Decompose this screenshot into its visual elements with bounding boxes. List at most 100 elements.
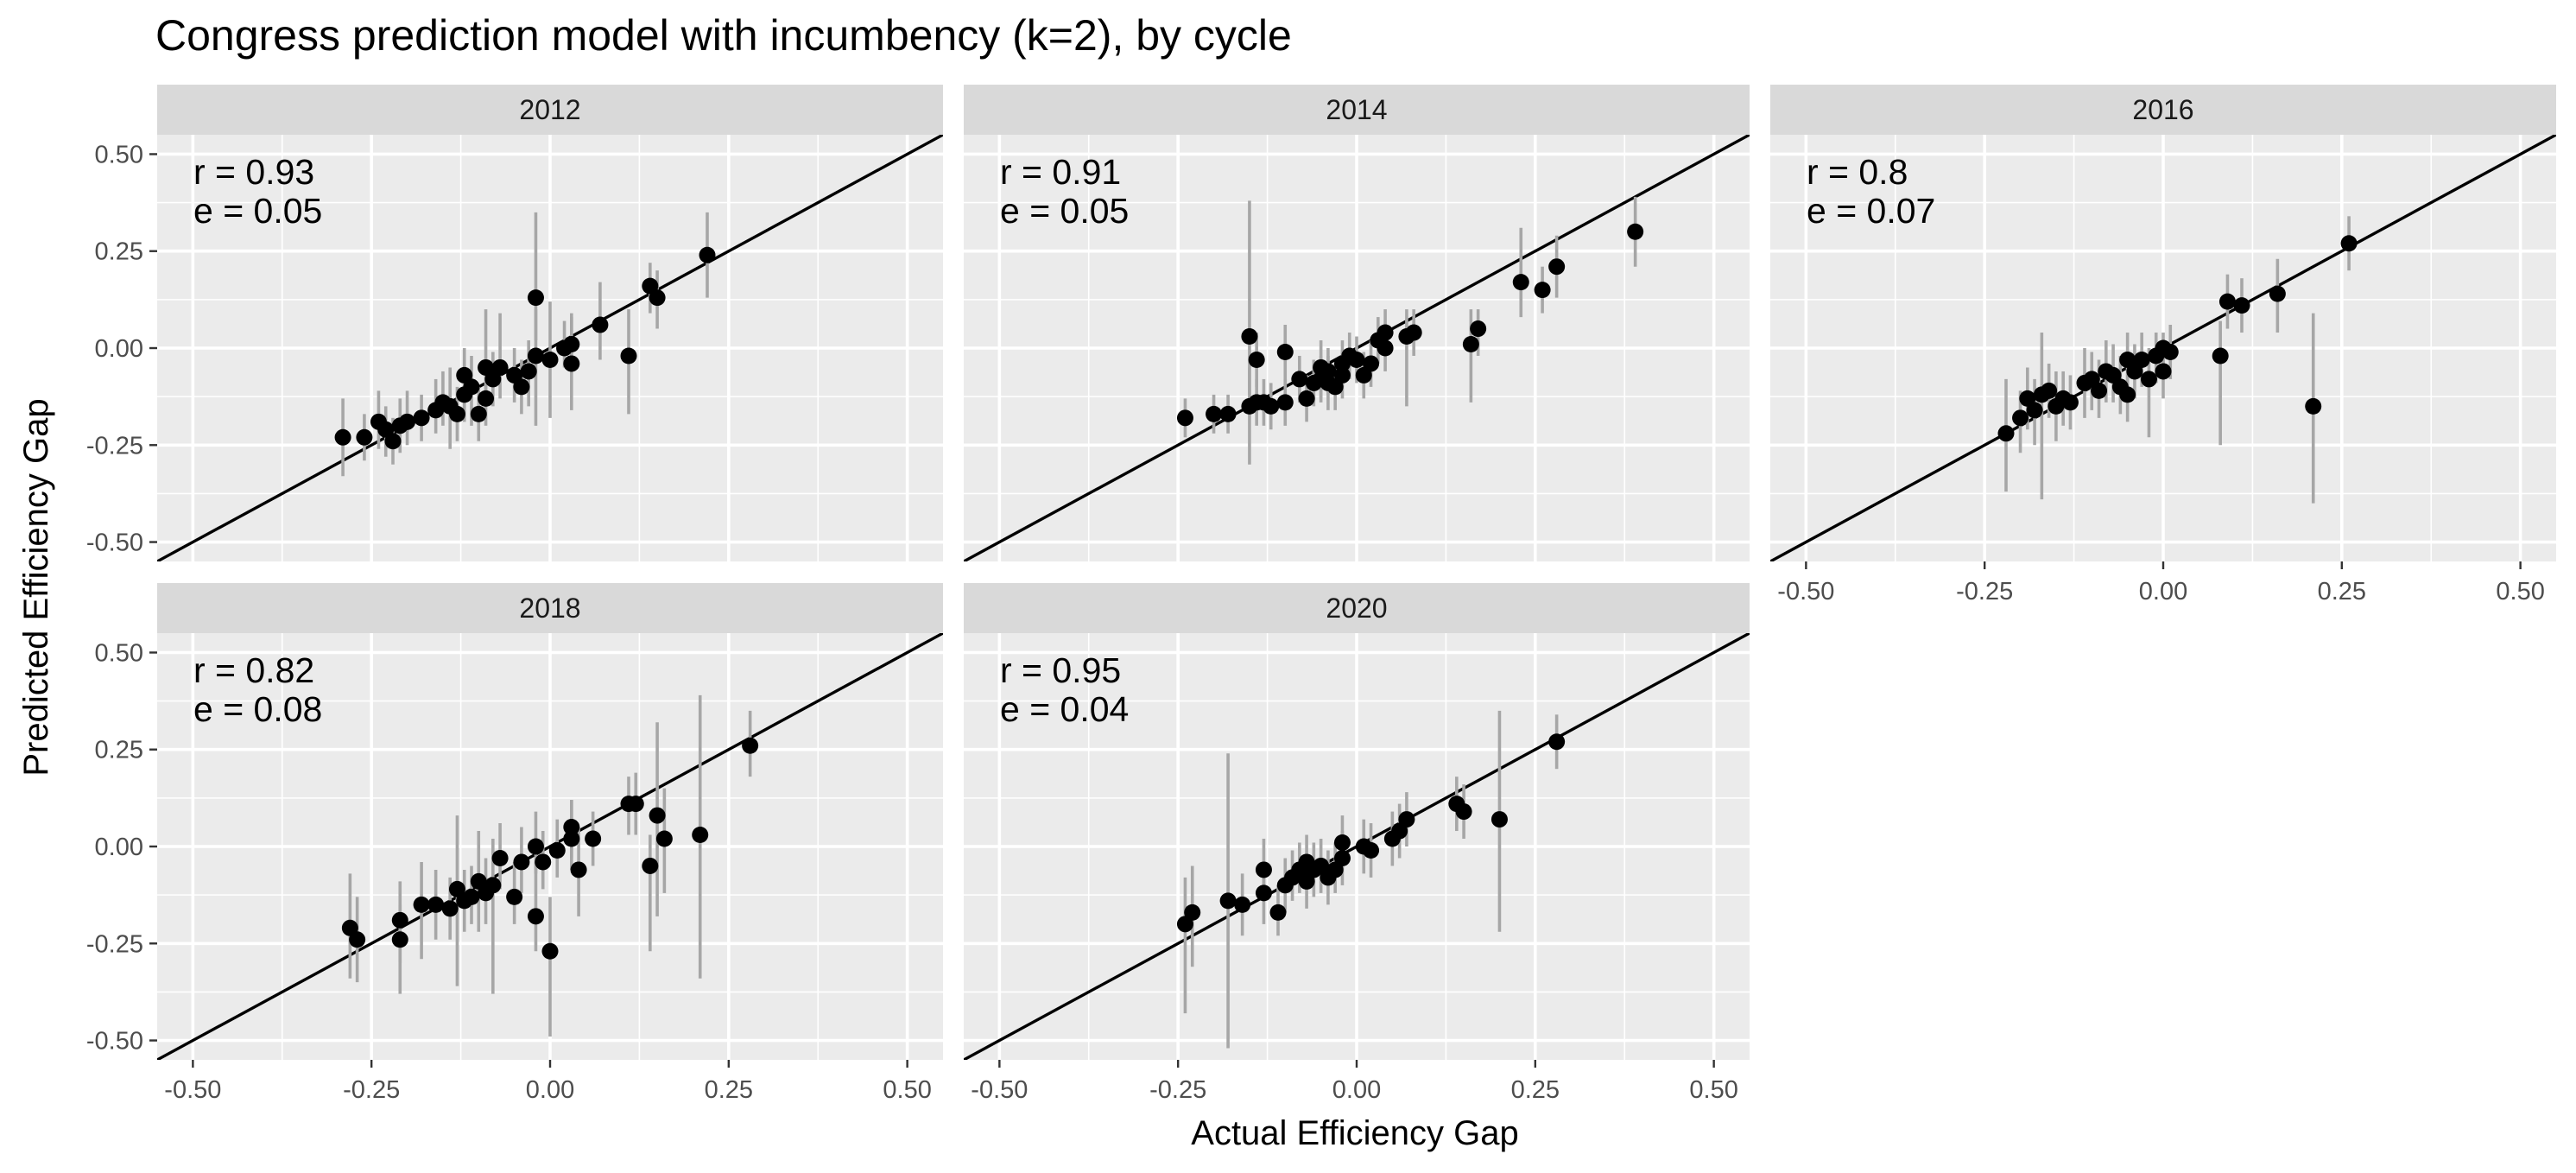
data-point — [620, 347, 637, 365]
facet-strip — [1770, 85, 2556, 135]
data-point — [1455, 803, 1472, 821]
e-annotation: e = 0.07 — [1807, 191, 1935, 231]
x-tick-label: 0.50 — [2496, 578, 2544, 606]
facet-panel-2018: 2018 r = 0.82e = 0.08 -0.50 -0.25 0.00 0.25 0.… — [86, 583, 943, 1104]
data-point — [527, 838, 544, 855]
data-point — [491, 849, 509, 866]
data-point — [649, 289, 666, 307]
x-tick-label: 0.50 — [1689, 1076, 1737, 1104]
data-point — [1333, 849, 1351, 866]
data-point — [2026, 402, 2043, 419]
y-tick-label: 0.00 — [95, 834, 143, 861]
data-point — [1627, 223, 1644, 240]
data-point — [1298, 390, 1315, 407]
y-tick-label: 0.00 — [95, 335, 143, 363]
data-point — [1377, 324, 1394, 341]
data-point — [1219, 405, 1237, 422]
data-point — [1333, 834, 1351, 852]
e-annotation: e = 0.05 — [193, 191, 322, 231]
data-point — [506, 888, 523, 905]
data-point — [585, 830, 602, 847]
data-point — [1219, 892, 1237, 910]
data-point — [2133, 351, 2150, 368]
y-tick-label: 0.25 — [95, 737, 143, 764]
data-point — [1348, 351, 1365, 368]
data-point — [2091, 382, 2108, 399]
data-point — [655, 830, 673, 847]
data-point — [1206, 405, 1223, 422]
data-point — [1255, 861, 1272, 878]
x-tick-label: 0.00 — [526, 1076, 574, 1104]
facet-strip-label: 2012 — [519, 94, 580, 125]
data-point — [1462, 336, 1479, 353]
data-point — [1491, 811, 1508, 828]
data-point — [1333, 366, 1351, 384]
data-point — [1184, 904, 1201, 921]
data-point — [2041, 382, 2058, 399]
data-point — [699, 246, 716, 263]
data-point — [592, 316, 609, 333]
data-point — [1248, 351, 1265, 368]
data-point — [1512, 274, 1529, 291]
r-annotation: r = 0.8 — [1807, 152, 1908, 192]
data-point — [692, 827, 709, 844]
data-point — [2233, 297, 2250, 314]
data-point — [1291, 371, 1308, 388]
y-tick-label: 0.50 — [95, 639, 143, 667]
data-point — [563, 355, 580, 372]
data-point — [627, 796, 644, 813]
data-point — [448, 405, 465, 422]
x-tick-label: 0.25 — [1511, 1076, 1560, 1104]
chart-title: Congress prediction model with incumbenc… — [155, 11, 1292, 60]
data-point — [1234, 896, 1251, 913]
data-point — [1363, 355, 1380, 372]
data-point — [1470, 320, 1487, 338]
data-point — [349, 931, 366, 948]
data-point — [520, 363, 537, 380]
facet-panel-2020: 2020 r = 0.95e = 0.04 -0.50 -0.25 0.00 0.25 0.… — [964, 583, 1750, 1104]
data-point — [470, 405, 487, 422]
data-point — [2305, 397, 2322, 415]
y-tick-label: -0.25 — [86, 930, 143, 958]
data-point — [541, 351, 559, 368]
data-point — [642, 857, 659, 874]
x-tick-label: 0.00 — [2139, 578, 2187, 606]
data-point — [463, 888, 480, 905]
facet-strip — [157, 85, 943, 135]
data-point — [541, 942, 559, 960]
data-point — [384, 433, 402, 450]
y-tick-label: -0.50 — [86, 529, 143, 557]
data-point — [1276, 394, 1294, 411]
data-point — [513, 378, 530, 396]
data-point — [649, 807, 666, 824]
data-point — [478, 390, 495, 407]
data-point — [513, 853, 530, 871]
e-annotation: e = 0.08 — [193, 689, 322, 729]
data-point — [535, 853, 552, 871]
facet-strip — [157, 583, 943, 633]
data-point — [2269, 285, 2286, 302]
data-point — [1263, 397, 1280, 415]
x-tick-label: -0.50 — [1777, 578, 1834, 606]
facet-strip-label: 2014 — [1326, 94, 1387, 125]
data-point — [1405, 324, 1422, 341]
data-point — [334, 428, 351, 446]
y-tick-label: -0.50 — [86, 1028, 143, 1056]
facet-panel-2014: 2014 r = 0.91e = 0.05 — [964, 85, 1750, 561]
y-tick-label: -0.25 — [86, 432, 143, 460]
data-point — [548, 841, 566, 859]
data-point — [1276, 343, 1294, 360]
r-annotation: r = 0.93 — [193, 152, 314, 192]
data-point — [1548, 733, 1566, 751]
data-point — [1320, 363, 1337, 380]
facet-strip-label: 2020 — [1326, 593, 1387, 624]
x-tick-label: 0.00 — [1332, 1076, 1381, 1104]
data-point — [1269, 904, 1287, 921]
facet-strip-label: 2016 — [2132, 94, 2193, 125]
data-point — [563, 819, 580, 836]
data-point — [2061, 394, 2079, 411]
data-point — [2340, 235, 2358, 252]
y-tick-label: 0.25 — [95, 238, 143, 266]
data-point — [1398, 811, 1415, 828]
r-annotation: r = 0.95 — [1000, 650, 1121, 690]
